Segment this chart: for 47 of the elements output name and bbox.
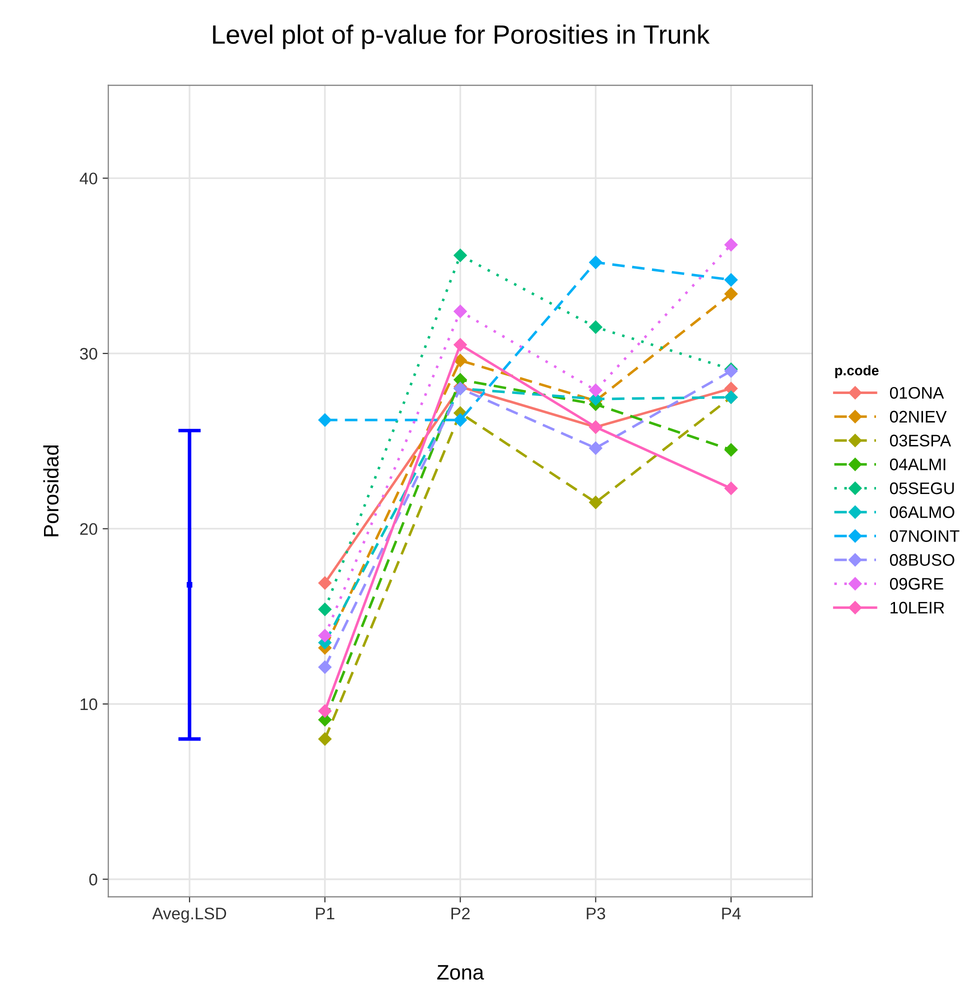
y-tick-label: 0 (89, 874, 98, 886)
legend-label: 02NIEV (890, 410, 947, 423)
y-tick-label: 10 (80, 698, 98, 710)
y-tick-label: 30 (80, 348, 98, 360)
point (724, 482, 738, 495)
point (724, 287, 738, 300)
legend-label: 08BUSO (890, 554, 954, 566)
x-tick-label: P1 (316, 908, 334, 920)
y-tick-label: 20 (80, 523, 98, 535)
y-tick-label: 40 (80, 172, 98, 184)
x-tick-label: P2 (451, 908, 470, 920)
chart-title: Level plot of p-value for Porosities in Trunk (213, 24, 710, 50)
point (589, 384, 602, 397)
point (318, 660, 332, 674)
legend-label: 04ALMI (890, 458, 946, 470)
legend-label: 06ALMO (890, 506, 954, 518)
point (318, 602, 332, 616)
point (318, 704, 332, 718)
point (589, 496, 602, 510)
legend-title: p.code (835, 365, 879, 378)
point (724, 443, 738, 456)
point (589, 442, 602, 455)
y-axis-title: Porosidad (43, 445, 59, 536)
point (724, 238, 738, 252)
point (318, 629, 332, 642)
point (454, 248, 467, 262)
point (454, 354, 467, 368)
legend-label: 01ONA (890, 386, 944, 399)
x-axis-title: Zona (437, 965, 484, 980)
x-tick-label: P3 (586, 908, 606, 920)
x-tick-label: P4 (722, 908, 741, 920)
point (454, 413, 467, 427)
point (454, 304, 467, 318)
point (454, 338, 467, 352)
legend-label: 03ESPA (890, 434, 952, 446)
point (318, 713, 332, 726)
point (318, 413, 332, 427)
legend-label: 05SEGU (890, 482, 954, 494)
legend-label: 07NOINT (890, 530, 960, 542)
legend-label: 10LEIR (890, 602, 944, 614)
point (318, 576, 332, 590)
x-tick-label: Aveg.LSD (152, 908, 226, 923)
point (724, 273, 738, 286)
legend-label: 09GRE (890, 578, 944, 590)
point (589, 320, 602, 334)
point (318, 732, 332, 746)
point (589, 256, 602, 269)
